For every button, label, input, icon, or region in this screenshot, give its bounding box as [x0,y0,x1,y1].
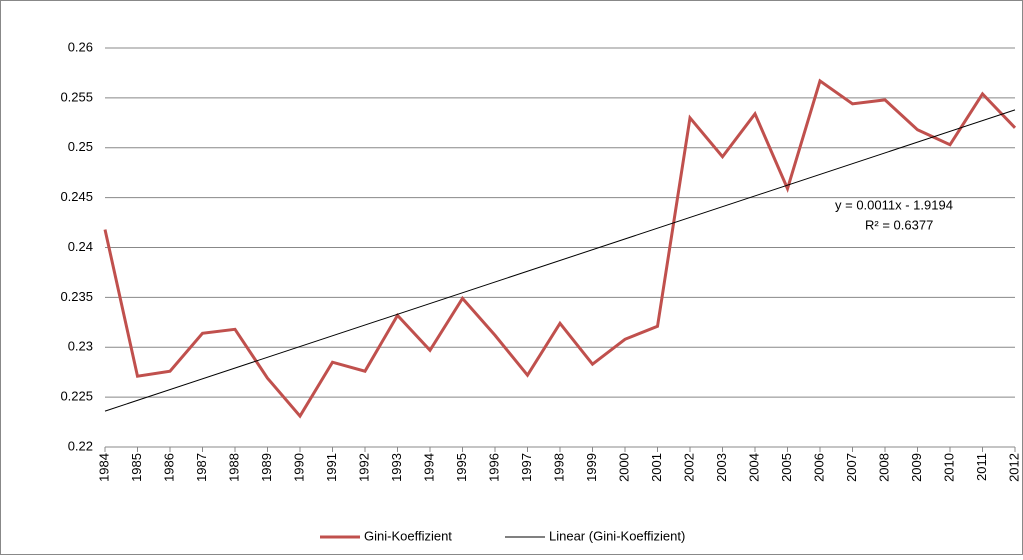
legend-label: Gini-Koeffizient [364,528,452,543]
y-tick-label: 0.25 [68,139,93,154]
x-tick-label: 2007 [844,453,859,482]
x-tick-label: 1985 [129,453,144,482]
y-tick-label: 0.255 [60,89,93,104]
x-tick-label: 1995 [454,453,469,482]
trend-equation: y = 0.0011x - 1.9194 [835,197,953,212]
x-tick-label: 1988 [226,453,241,482]
x-tick-label: 2011 [974,453,989,481]
y-tick-label: 0.235 [60,289,93,304]
x-tick-label: 2012 [1006,453,1021,482]
x-tick-label: 1991 [324,453,339,482]
x-tick-label: 2010 [941,453,956,482]
y-tick-label: 0.225 [60,389,93,404]
trend-r-squared: R² = 0.6377 [865,217,933,232]
x-tick-label: 2009 [909,453,924,482]
x-tick-label: 1986 [161,453,176,482]
y-tick-label: 0.24 [68,239,93,254]
x-tick-label: 2003 [714,453,729,482]
x-tick-label: 2002 [681,453,696,482]
x-tick-label: 1999 [584,453,599,482]
x-tick-label: 1996 [486,453,501,482]
x-tick-label: 1997 [519,453,534,482]
x-tick-label: 2000 [616,453,631,482]
x-tick-label: 1989 [259,453,274,482]
x-tick-label: 2001 [649,453,664,482]
x-tick-label: 2006 [811,453,826,482]
y-tick-label: 0.26 [68,39,93,54]
x-tick-label: 2004 [746,453,761,482]
trend-line [104,109,1016,412]
x-tick-label: 2008 [876,453,891,482]
x-tick-label: 1992 [356,453,371,482]
data-line [103,78,1017,419]
y-tick-label: 0.245 [60,189,93,204]
x-tick-label: 1984 [96,453,111,482]
x-tick-label: 1990 [291,453,306,482]
x-tick-label: 1998 [551,453,566,482]
x-tick-label: 1994 [421,453,436,482]
x-tick-label: 2005 [779,453,794,482]
x-tick-label: 1987 [194,453,209,482]
y-tick-label: 0.23 [68,339,93,354]
x-tick-label: 1993 [389,453,404,482]
y-tick-label: 0.22 [68,438,93,453]
legend-label: Linear (Gini-Koeffizient) [549,528,685,543]
